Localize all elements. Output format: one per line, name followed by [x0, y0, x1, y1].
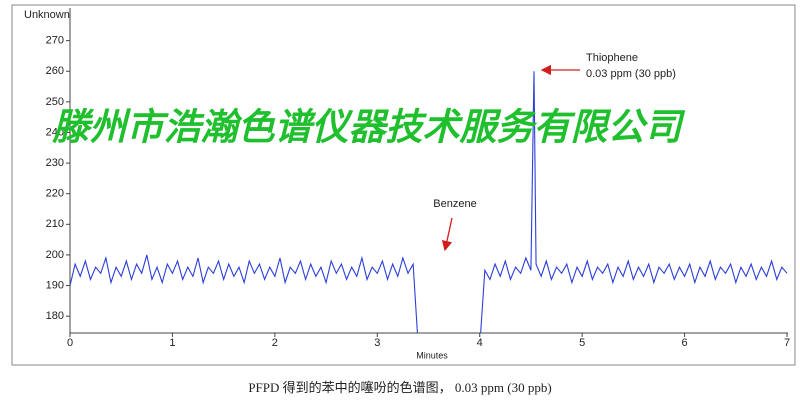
x-tick-label: 0 — [67, 337, 73, 349]
x-tick-label: 3 — [374, 337, 380, 349]
annotation: Thiophene — [586, 52, 638, 64]
watermark: 滕州市浩瀚色谱仪器技术服务有限公司 — [52, 106, 686, 149]
y-tick-label: 220 — [46, 188, 64, 200]
frame — [11, 4, 796, 366]
y-tick-label: 180 — [46, 310, 64, 322]
y-tick-label: 210 — [46, 218, 64, 230]
x-tick-label: 4 — [477, 337, 483, 349]
caption: PFPD 得到的苯中的噻吩的色谱图， 0.03 ppm (30 ppb) — [248, 380, 551, 395]
annotation: 0.03 ppm (30 ppb) — [586, 68, 676, 80]
x-tick-label: 2 — [272, 337, 278, 349]
y-tick-label: 230 — [46, 157, 64, 169]
x-tick-label: 1 — [169, 337, 175, 349]
chromatogram-line — [70, 71, 788, 333]
x-axis-label: Minutes — [416, 350, 448, 360]
arrow — [441, 217, 453, 252]
y-axis-label: Unknown — [24, 9, 70, 21]
x-tick-label: 6 — [682, 337, 688, 349]
y-tick-label: 260 — [46, 65, 64, 77]
y-tick-label: 240 — [46, 126, 64, 138]
x-tick-label: 5 — [579, 337, 585, 349]
y-tick-label: 200 — [46, 249, 64, 261]
y-tick-label: 270 — [46, 35, 64, 47]
y-tick-label: 250 — [46, 96, 64, 108]
annotation: Benzene — [433, 198, 476, 210]
y-tick-label: 190 — [46, 279, 64, 291]
x-tick-label: 7 — [784, 337, 790, 349]
